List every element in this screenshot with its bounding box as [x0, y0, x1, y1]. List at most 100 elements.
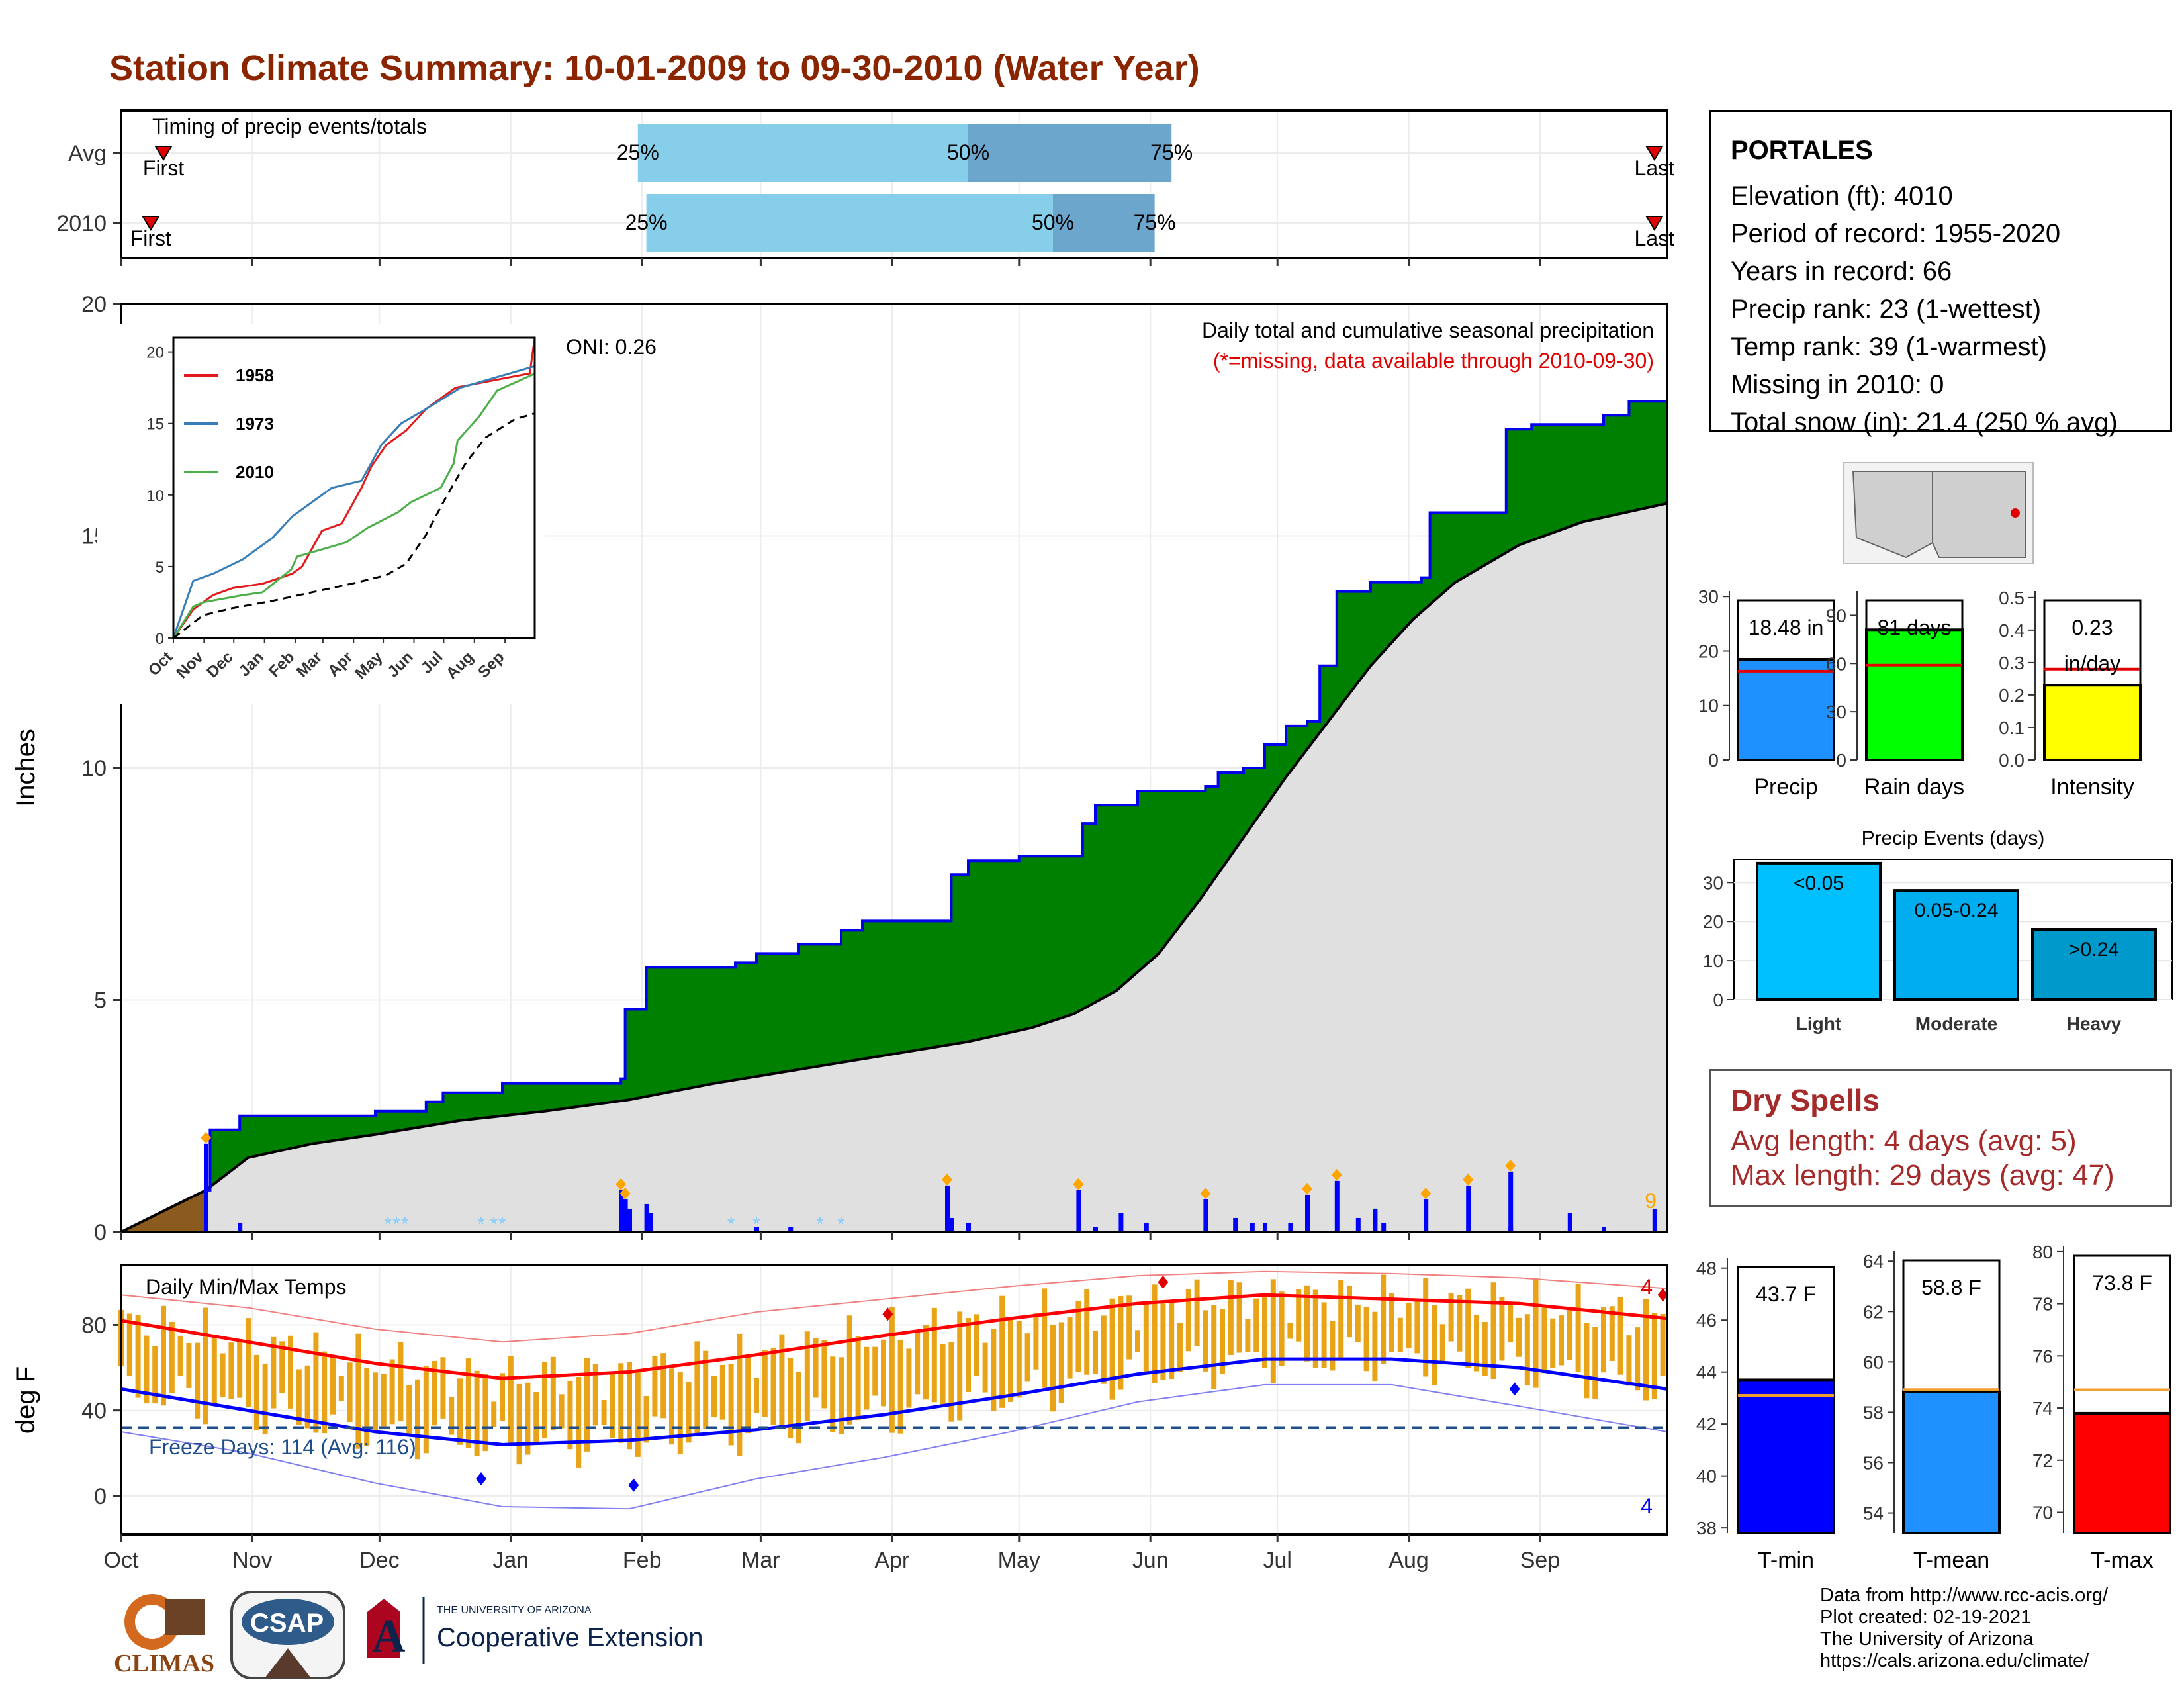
events-bar	[2031, 928, 2157, 1001]
daily-temp-bar	[1262, 1293, 1267, 1368]
inset-series-1973	[172, 365, 535, 639]
daily-temp-bar	[491, 1401, 497, 1428]
station-name: PORTALES	[1731, 136, 1873, 165]
daily-temp-bar	[830, 1356, 836, 1432]
temp-x-tick-label: Feb	[623, 1548, 662, 1573]
small-chart-y-tick-label: 0.0	[1999, 750, 2025, 771]
svg-text:A: A	[372, 1611, 406, 1662]
daily-temp-bar	[1406, 1303, 1412, 1348]
daily-temp-bar	[1330, 1321, 1336, 1371]
daily-temp-bar	[754, 1378, 759, 1413]
timing-row-label: Avg	[68, 141, 107, 166]
small-chart-y-tick-label: 42	[1696, 1414, 1717, 1434]
daily-temp-bar	[1482, 1321, 1488, 1377]
daily-temp-bar	[237, 1339, 243, 1398]
daily-temp-bar	[855, 1336, 861, 1421]
daily-temp-bar	[1635, 1327, 1641, 1391]
daily-temp-bar	[1448, 1293, 1454, 1342]
temp-panel-border	[120, 1264, 1668, 1536]
logo-row: CLIMAS CSAP A THE UNIVERSITY OF ARIZONA …	[106, 1585, 754, 1688]
timing-q50-label: 50%	[1032, 211, 1074, 234]
daily-temp-bar	[228, 1342, 234, 1399]
inset-legend-label: 2010	[236, 462, 274, 482]
daily-temp-bar	[999, 1295, 1005, 1408]
daily-temp-bar	[1194, 1279, 1200, 1346]
daily-temp-bar	[304, 1365, 310, 1429]
last-marker-icon	[1645, 146, 1664, 161]
daily-temp-bar	[338, 1376, 344, 1402]
snow-marker-icon: *	[837, 1213, 845, 1235]
record-low-marker	[476, 1472, 486, 1486]
daily-temp-bar	[1160, 1300, 1166, 1380]
daily-temp-bar	[745, 1354, 751, 1434]
daily-temp-bar	[1287, 1323, 1293, 1339]
daily-temp-bar	[872, 1346, 878, 1396]
footer-line: The University of Arizona	[1820, 1628, 2034, 1650]
events-y-tick-label: 30	[1703, 872, 1723, 893]
daily-precip-bar	[788, 1227, 794, 1232]
inset-y-tick-label: 0	[156, 630, 164, 648]
daily-temp-bar	[728, 1364, 734, 1446]
daily-temp-bar	[915, 1330, 921, 1395]
precip-y-axis-label: Inches	[11, 729, 40, 807]
daily-temp-bar	[482, 1374, 488, 1452]
events-y-tick-label: 10	[1703, 951, 1723, 971]
daily-precip-bar	[1263, 1222, 1267, 1232]
daily-temp-bar	[322, 1351, 328, 1434]
daily-temp-bar	[195, 1342, 201, 1419]
daily-temp-bar	[957, 1311, 963, 1421]
footer-line: Plot created: 02-19-2021	[1820, 1607, 2032, 1628]
daily-temp-bar	[1338, 1280, 1344, 1359]
daily-temp-bar	[135, 1315, 141, 1398]
daily-temp-bar	[211, 1337, 217, 1406]
precip-total-bar	[1737, 657, 1835, 762]
daily-precip-bar	[1288, 1222, 1293, 1232]
page-title: Station Climate Summary: 10-01-2009 to 0…	[109, 48, 1200, 88]
dry-spells-box: Dry Spells Avg length: 4 days (avg: 5) M…	[1709, 1069, 2172, 1207]
station-line: Years in record: 66	[1731, 257, 1952, 286]
small-chart-y-tick-label: 0.1	[1999, 718, 2025, 738]
small-chart-y-tick-label: 20	[1698, 641, 1719, 661]
small-chart-y-tick-label: 10	[1698, 696, 1719, 716]
daily-temp-bar	[635, 1372, 641, 1457]
daily-temp-bar	[703, 1350, 709, 1430]
daily-temp-bar	[1279, 1291, 1285, 1366]
intensity-value-unit: in/day	[2064, 651, 2120, 675]
daily-temp-bar	[1058, 1322, 1064, 1403]
daily-precip-bar	[1602, 1227, 1606, 1232]
timing-row-label: 2010	[56, 211, 107, 236]
daily-temp-bar	[389, 1359, 395, 1425]
inset-legend-label: 1973	[236, 414, 274, 434]
inset-y-tick-label: 5	[156, 559, 164, 577]
precip-peak-marker	[619, 1187, 631, 1199]
record-max-line	[120, 1270, 1668, 1343]
daily-temp-bar	[364, 1368, 370, 1446]
daily-precip-bar	[619, 1190, 624, 1232]
daily-precip-bar	[1567, 1213, 1572, 1232]
daily-precip-bar	[1373, 1208, 1378, 1232]
timing-heading: Timing of precip events/totals	[152, 115, 427, 138]
record-high-marker	[882, 1307, 893, 1321]
daily-temp-bar	[974, 1314, 979, 1376]
daily-temp-bar	[1559, 1315, 1564, 1366]
daily-temp-bar	[550, 1356, 556, 1431]
daily-temp-bar	[1304, 1285, 1310, 1362]
timing-q25-label: 25%	[625, 211, 668, 234]
daily-temp-bar	[1389, 1293, 1394, 1352]
avg-max-line	[120, 1293, 1668, 1380]
daily-temp-bar	[846, 1315, 852, 1425]
temp-x-tick-label: Apr	[874, 1548, 909, 1573]
daily-precip-bar	[1424, 1199, 1429, 1232]
daily-temp-bar	[1541, 1307, 1547, 1374]
small-chart-y-tick-label: 0.4	[1999, 620, 2025, 641]
precip-y-tick-label: 20	[81, 292, 107, 317]
daily-temp-bar	[627, 1362, 632, 1450]
daily-temp-bar	[906, 1348, 912, 1408]
daily-temp-bar	[897, 1340, 903, 1434]
ua-logo: A THE UNIVERSITY OF ARIZONA Cooperative …	[367, 1597, 703, 1664]
daily-temp-bar	[966, 1318, 971, 1392]
timing-q50-label: 50%	[947, 140, 989, 164]
daily-temp-bar	[186, 1343, 192, 1388]
daily-temp-bar	[601, 1399, 607, 1426]
daily-precip-bar	[1250, 1222, 1255, 1232]
